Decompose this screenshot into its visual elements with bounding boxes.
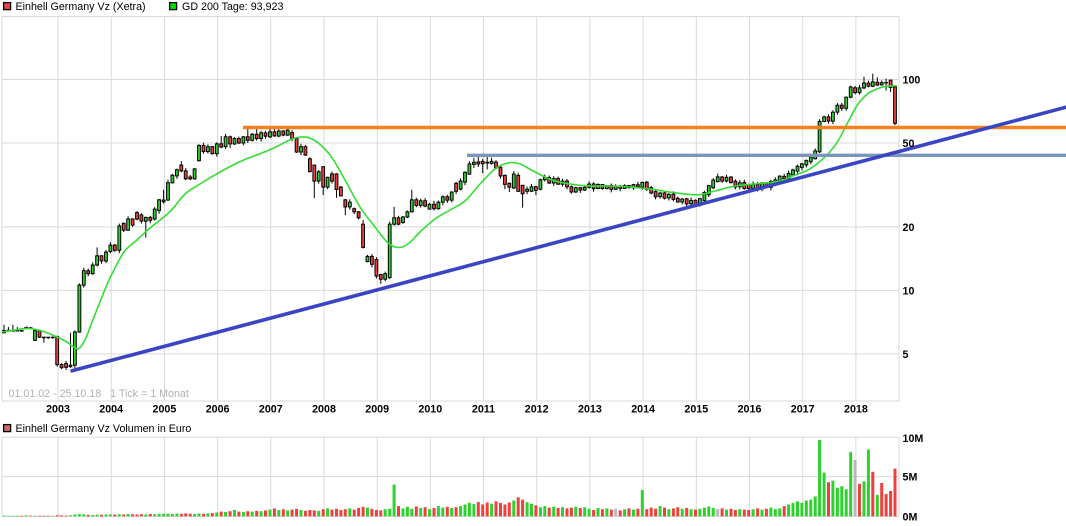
svg-text:2017: 2017: [791, 404, 815, 416]
svg-text:2013: 2013: [578, 404, 602, 416]
svg-text:2004: 2004: [99, 404, 123, 416]
svg-text:20: 20: [903, 222, 915, 234]
svg-text:2016: 2016: [738, 404, 762, 416]
svg-text:0M: 0M: [903, 511, 918, 523]
svg-text:Einhell Germany Vz (Xetra): Einhell Germany Vz (Xetra): [16, 1, 146, 13]
svg-text:01.01.02 - 25.10.18 1 Tick =: 01.01.02 - 25.10.18 1 Tick = 1 Monat: [9, 388, 189, 400]
svg-text:50: 50: [903, 138, 915, 150]
svg-text:2015: 2015: [684, 404, 708, 416]
svg-text:5: 5: [903, 349, 909, 361]
svg-text:100: 100: [903, 75, 921, 87]
svg-text:2006: 2006: [206, 404, 230, 416]
svg-text:2014: 2014: [631, 404, 655, 416]
svg-text:2003: 2003: [46, 404, 70, 416]
svg-text:2011: 2011: [472, 404, 495, 416]
svg-text:10M: 10M: [903, 433, 924, 445]
svg-text:5M: 5M: [903, 472, 918, 484]
svg-text:2005: 2005: [153, 404, 177, 416]
svg-text:2010: 2010: [418, 404, 442, 416]
svg-text:2007: 2007: [259, 404, 283, 416]
svg-text:Einhell Germany Vz Volumen in: Einhell Germany Vz Volumen in Euro: [16, 423, 192, 435]
svg-text:2012: 2012: [525, 404, 549, 416]
svg-text:2009: 2009: [365, 404, 389, 416]
svg-text:2008: 2008: [312, 404, 336, 416]
svg-text:10: 10: [903, 285, 915, 297]
svg-text:GD 200 Tage: 93,923: GD 200 Tage: 93,923: [182, 1, 283, 13]
svg-text:2018: 2018: [844, 404, 868, 416]
